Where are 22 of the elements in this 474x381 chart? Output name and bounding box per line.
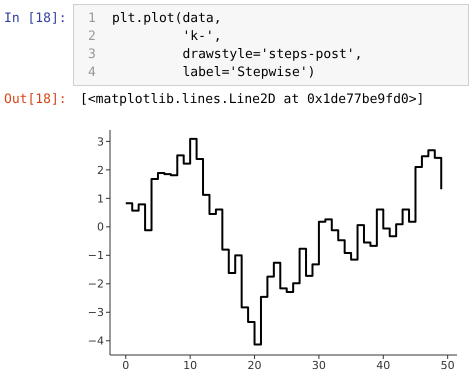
x-tick-label: 50: [440, 358, 455, 372]
y-tick-label: 1: [97, 192, 104, 206]
x-tick-label: 0: [122, 358, 130, 372]
x-tick-label: 10: [183, 358, 198, 372]
x-tick-label: 40: [376, 358, 390, 372]
x-tick-label: 20: [248, 358, 262, 372]
text: plt.plot(data,: [112, 10, 222, 28]
y-tick-label: −2: [88, 278, 104, 291]
text: 'k-',: [181, 28, 222, 46]
y-tick-label: 3: [97, 135, 104, 148]
y-tick-label: −1: [88, 249, 104, 262]
x-tick-label: 30: [312, 358, 326, 372]
text: In [18]:: [4, 10, 67, 28]
y-tick-label: 0: [97, 220, 104, 234]
text: label='Stepwise'): [181, 64, 316, 82]
text: Out[18]:: [4, 91, 67, 109]
y-tick-label: −3: [88, 306, 104, 320]
y-tick-label: −4: [88, 334, 104, 348]
text: 4: [88, 64, 96, 82]
y-tick-label: 2: [97, 164, 104, 177]
text: drawstyle='steps-post',: [181, 46, 362, 64]
text: [<matplotlib.lines.Line2D at 0x1de77be9fd0>]: [80, 91, 424, 109]
